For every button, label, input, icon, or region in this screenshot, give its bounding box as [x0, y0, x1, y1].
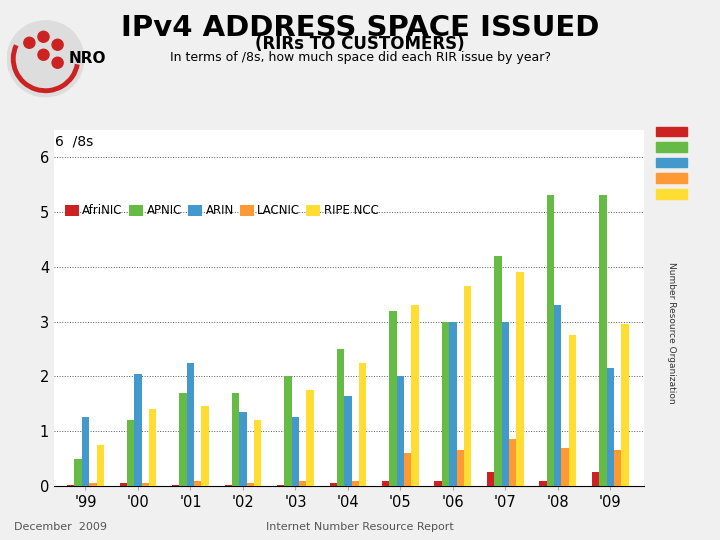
Bar [539, 481, 546, 486]
Bar [239, 412, 247, 486]
Bar [82, 417, 89, 486]
FancyBboxPatch shape [656, 189, 687, 199]
Bar [330, 483, 337, 486]
Bar [621, 324, 629, 486]
Bar [202, 407, 209, 486]
Bar [434, 481, 442, 486]
Bar [509, 440, 516, 486]
Text: December  2009: December 2009 [14, 522, 107, 532]
Bar [74, 458, 82, 486]
Bar [456, 450, 464, 486]
Text: (RIRs TO CUSTOMERS): (RIRs TO CUSTOMERS) [255, 35, 465, 53]
Text: NRO: NRO [69, 51, 107, 66]
Bar [404, 453, 411, 486]
Bar [449, 321, 456, 486]
Bar [225, 485, 232, 486]
FancyBboxPatch shape [656, 126, 687, 136]
Bar [149, 409, 156, 486]
Bar [135, 374, 142, 486]
Bar [232, 393, 239, 486]
Circle shape [7, 21, 84, 97]
Bar [120, 483, 127, 486]
Bar [186, 363, 194, 486]
Bar [277, 485, 284, 486]
Bar [89, 483, 96, 486]
Bar [562, 448, 569, 486]
Text: 6  /8s: 6 /8s [55, 135, 94, 149]
Bar [487, 472, 495, 486]
Bar [592, 472, 599, 486]
Bar [292, 417, 299, 486]
FancyBboxPatch shape [656, 173, 687, 183]
Bar [142, 483, 149, 486]
Bar [607, 368, 614, 486]
Circle shape [38, 49, 49, 60]
Circle shape [52, 39, 63, 50]
Bar [495, 256, 502, 486]
Bar [307, 390, 314, 486]
Bar [516, 272, 523, 486]
Bar [546, 195, 554, 486]
Bar [344, 395, 351, 486]
Circle shape [52, 57, 63, 68]
Bar [299, 481, 307, 486]
Bar [67, 485, 74, 486]
Bar [96, 445, 104, 486]
Bar [390, 310, 397, 486]
Bar [411, 305, 419, 486]
Bar [554, 305, 562, 486]
Legend: AfriNIC, APNIC, ARIN, LACNIC, RIPE NCC: AfriNIC, APNIC, ARIN, LACNIC, RIPE NCC [60, 200, 384, 222]
Text: Internet Number Resource Report: Internet Number Resource Report [266, 522, 454, 532]
Text: In terms of /8s, how much space did each RIR issue by year?: In terms of /8s, how much space did each… [169, 51, 551, 64]
Text: Number Resource Organization: Number Resource Organization [667, 262, 676, 403]
Bar [172, 485, 179, 486]
Bar [247, 483, 254, 486]
Bar [599, 195, 607, 486]
Bar [502, 321, 509, 486]
Bar [351, 481, 359, 486]
FancyBboxPatch shape [656, 142, 687, 152]
Bar [284, 376, 292, 486]
Bar [569, 335, 576, 486]
Bar [382, 481, 390, 486]
Bar [442, 321, 449, 486]
Bar [359, 363, 366, 486]
Bar [127, 420, 135, 486]
Bar [397, 376, 404, 486]
Circle shape [38, 31, 49, 42]
Bar [464, 286, 471, 486]
Bar [179, 393, 186, 486]
Bar [337, 349, 344, 486]
Bar [254, 420, 261, 486]
Bar [194, 481, 202, 486]
FancyBboxPatch shape [656, 158, 687, 167]
Text: IPv4 ADDRESS SPACE ISSUED: IPv4 ADDRESS SPACE ISSUED [121, 14, 599, 42]
Circle shape [24, 37, 35, 48]
Bar [614, 450, 621, 486]
